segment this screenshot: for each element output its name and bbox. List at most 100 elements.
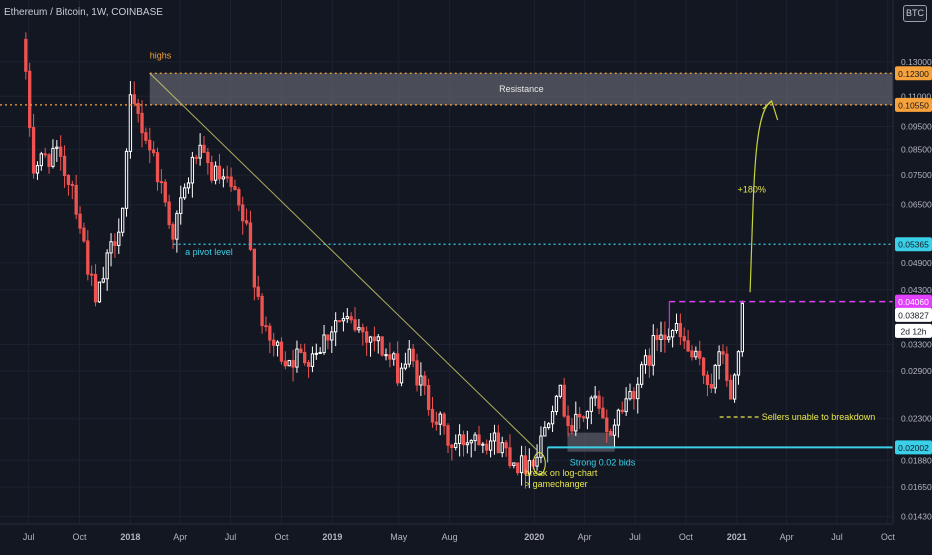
candle — [244, 208, 249, 226]
price-label-text-pivot: 0.05365 — [898, 240, 929, 250]
candle-body-down — [647, 355, 652, 366]
currency-button[interactable]: BTC — [903, 5, 927, 22]
candle — [376, 333, 380, 354]
candle-body-down — [701, 357, 706, 376]
candle-body-down — [709, 384, 714, 389]
candle — [349, 312, 353, 324]
candle — [732, 373, 737, 403]
candle-body-down — [442, 413, 446, 427]
candle — [589, 395, 593, 425]
candle — [481, 441, 485, 454]
annotation-highs: highs — [150, 51, 172, 61]
candle — [78, 206, 82, 234]
annotation-gamechanger: > gamechanger — [525, 479, 588, 489]
candle — [701, 356, 706, 384]
candle — [144, 127, 148, 145]
candle-body-up — [547, 423, 551, 428]
candle — [279, 337, 284, 365]
candle — [686, 330, 690, 353]
candle — [264, 316, 268, 332]
candle — [221, 168, 226, 188]
candle — [148, 127, 152, 164]
candle — [217, 153, 222, 184]
price-label-pivot — [895, 237, 932, 252]
candle — [566, 405, 570, 437]
candle — [364, 326, 369, 356]
candle-body-up — [419, 375, 423, 386]
candle-body-down — [415, 360, 419, 386]
candle-body-up — [295, 348, 299, 368]
candle — [508, 434, 512, 469]
candle — [512, 462, 516, 469]
candle-body-up — [694, 350, 698, 358]
y-tick-label: 0.01880 — [901, 455, 932, 465]
candle-body-up — [457, 434, 462, 444]
candle — [90, 265, 94, 286]
candle-body-up — [384, 354, 388, 357]
candle-body-down — [279, 341, 284, 362]
candle — [241, 196, 245, 235]
candle — [310, 346, 315, 373]
candle-body-down — [655, 335, 659, 340]
candle-body-up — [275, 341, 280, 346]
candle-body-down — [682, 336, 686, 342]
symbol-title: Ethereum / Bitcoin, 1W, COINBASE — [4, 7, 163, 18]
candle-body-up — [109, 241, 113, 254]
y-tick-label: 0.04900 — [901, 258, 932, 268]
candle — [318, 347, 322, 355]
candle — [725, 346, 729, 387]
candle-body-down — [423, 375, 427, 387]
x-tick-label: Jul — [629, 532, 641, 542]
annotation-break: break on log-chart — [525, 468, 598, 478]
candle-body-up — [117, 231, 121, 246]
candle-body-up — [179, 197, 183, 214]
candle — [171, 221, 175, 249]
candle-body-up — [55, 146, 59, 149]
candle — [500, 436, 504, 458]
candle — [155, 147, 160, 191]
candle-body-down — [82, 227, 86, 242]
candle-body-up — [670, 330, 675, 338]
candle — [252, 248, 257, 301]
candle — [384, 348, 388, 361]
candle — [303, 343, 307, 366]
candle-body-up — [628, 391, 632, 400]
candle-body-up — [438, 413, 442, 425]
price-label-text-last-price: 0.03827 — [898, 310, 929, 320]
candle — [578, 407, 582, 430]
candle — [628, 383, 632, 401]
candle — [314, 343, 318, 360]
candle-body-down — [430, 408, 435, 423]
x-tick-label: 2021 — [727, 532, 747, 542]
candle — [47, 152, 51, 174]
candle — [113, 233, 117, 258]
y-tick-label: 0.03300 — [901, 339, 932, 349]
candle-body-down — [237, 189, 241, 206]
candle-body-down — [155, 152, 160, 183]
candle — [434, 411, 439, 431]
candle-body-down — [725, 353, 729, 381]
candle — [124, 148, 129, 217]
x-tick-label: Jul — [23, 532, 35, 542]
candle-body-down — [225, 176, 229, 179]
candle — [120, 207, 125, 237]
candle-body-down — [252, 248, 257, 288]
y-tick-label: 0.07500 — [901, 170, 932, 180]
candle-body-down — [504, 442, 508, 449]
y-tick-label: 0.06500 — [901, 200, 932, 210]
candle-body-down — [721, 351, 725, 355]
price-label-text-resistance-bottom: 0.10550 — [898, 100, 929, 110]
candle — [620, 401, 624, 414]
candle-body-down — [28, 70, 32, 129]
candle — [341, 312, 346, 332]
candle — [612, 418, 617, 449]
candle — [705, 371, 710, 397]
candle — [562, 377, 566, 418]
x-tick-label: Apr — [780, 532, 794, 542]
candle — [334, 312, 338, 347]
annotation-pivot: a pivot level — [185, 247, 233, 257]
candle — [485, 439, 489, 455]
candle-body-down — [256, 286, 260, 297]
